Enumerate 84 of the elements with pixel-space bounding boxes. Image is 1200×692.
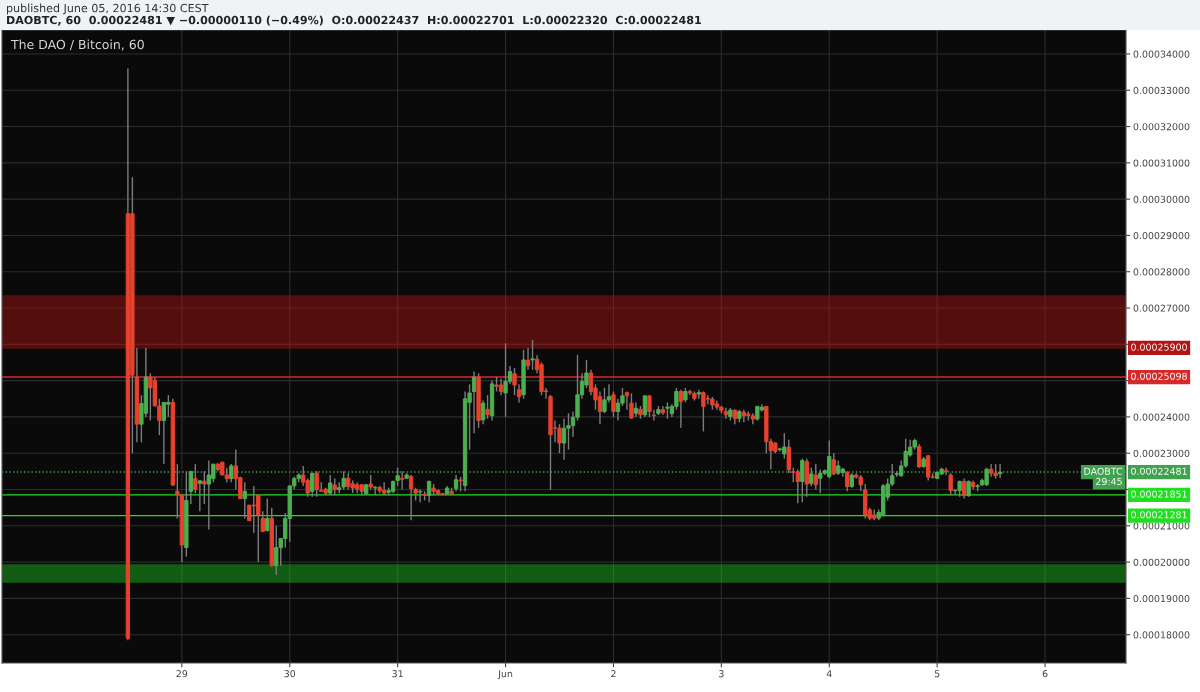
ref-line-label: 0.00022481 — [1131, 467, 1187, 475]
candlestick — [372, 485, 378, 496]
chart-subtitle: DAOBTC, 60 0.00022481 ▼ −0.00000110 (−0.49%) O:0.00022437 H:0.00022701 L:0.00022320 C:0.00022481 — [7, 15, 701, 26]
candlestick — [997, 463, 1003, 479]
x-tick-label: Jun — [497, 670, 513, 680]
candlestick — [381, 481, 387, 496]
x-tick-label: 2 — [611, 670, 616, 678]
y-tick-label: 0.00024000 — [1133, 413, 1190, 421]
ref-line-label: 0.00021851 — [1131, 490, 1187, 498]
y-tick-label: 0.00020000 — [1133, 558, 1190, 566]
candlestick — [813, 463, 818, 491]
ref-line-label: 0.00021281 — [1131, 511, 1187, 519]
candlestick — [678, 388, 684, 429]
annotation: DAOBTC — [1084, 467, 1123, 475]
y-tick-label: 0.00032000 — [1133, 123, 1190, 131]
x-tick-label: 3 — [719, 670, 724, 678]
candlestick — [148, 372, 153, 422]
candlestick — [399, 470, 405, 491]
candlestick — [161, 401, 167, 465]
text: The DAO / Bitcoin, 60 — [10, 39, 144, 51]
candlestick — [557, 423, 562, 454]
candlestick — [818, 468, 823, 494]
candlestick — [314, 470, 319, 498]
x-tick-label: 29 — [176, 670, 188, 678]
candlestick — [629, 392, 634, 420]
candlestick — [166, 394, 171, 418]
candlestick — [341, 470, 346, 491]
candlestick — [408, 474, 414, 522]
y-tick-label: 0.00021000 — [1133, 522, 1190, 530]
candlestick — [229, 463, 234, 483]
y-tick-label: 0.00019000 — [1133, 594, 1190, 603]
candlestick — [633, 401, 639, 418]
x-tick-label: 30 — [284, 670, 296, 678]
candlestick — [809, 467, 814, 487]
y-tick-label: 0.00023000 — [1133, 449, 1190, 457]
candlestick — [328, 474, 333, 496]
y-tick-label: 0.00031000 — [1133, 159, 1190, 167]
candlestick — [503, 342, 508, 418]
candlestick — [845, 470, 850, 493]
y-tick-label: 0.00033000 — [1133, 86, 1190, 94]
band-label: 0.00025900 — [1131, 343, 1187, 351]
candlestick — [961, 477, 967, 500]
candlestick — [795, 468, 800, 504]
candlestick — [804, 457, 809, 498]
candlestick — [485, 394, 490, 420]
candlestick — [530, 339, 535, 371]
candlestick — [602, 387, 607, 414]
candlestick — [948, 472, 953, 496]
candlestick — [705, 394, 711, 405]
candlestick — [471, 370, 477, 434]
x-tick-label: 31 — [392, 670, 403, 678]
candlestick — [831, 452, 836, 476]
candlestick — [242, 481, 247, 520]
candlestick — [265, 497, 270, 533]
candlestick — [926, 454, 931, 482]
candlestick — [647, 394, 652, 418]
candlestick — [274, 525, 279, 576]
candlestick — [984, 467, 989, 487]
candlestick — [597, 390, 603, 425]
candlestick — [615, 398, 621, 422]
y-tick-label: 0.00034000 — [1133, 50, 1190, 58]
candlestick — [310, 472, 315, 498]
x-tick-label: 4 — [826, 670, 832, 678]
candlestick — [800, 457, 805, 503]
candlestick — [417, 488, 423, 503]
y-tick-label: 0.00030000 — [1133, 195, 1190, 203]
candlestick — [696, 388, 702, 400]
y-tick-label: 0.00029000 — [1133, 232, 1190, 240]
y-tick-label: 0.00018000 — [1133, 631, 1190, 639]
annotation: 29:45 — [1096, 477, 1122, 485]
candlestick — [426, 479, 432, 503]
text: published June 05, 2016 14:30 CEST — [7, 3, 209, 15]
y-tick-label: 0.00027000 — [1133, 304, 1190, 312]
candlestick — [723, 407, 729, 420]
y-tick-label: 0.00028000 — [1133, 268, 1190, 276]
candlestick — [642, 394, 648, 418]
ref-line-label: 0.00025098 — [1131, 372, 1187, 380]
x-tick-label: 6 — [1042, 670, 1048, 678]
candlestick — [197, 479, 202, 512]
candlestick — [917, 443, 922, 469]
candlestick — [480, 399, 486, 425]
x-tick-label: 5 — [934, 670, 940, 678]
candlestick — [561, 418, 567, 461]
candlestick — [701, 390, 706, 433]
